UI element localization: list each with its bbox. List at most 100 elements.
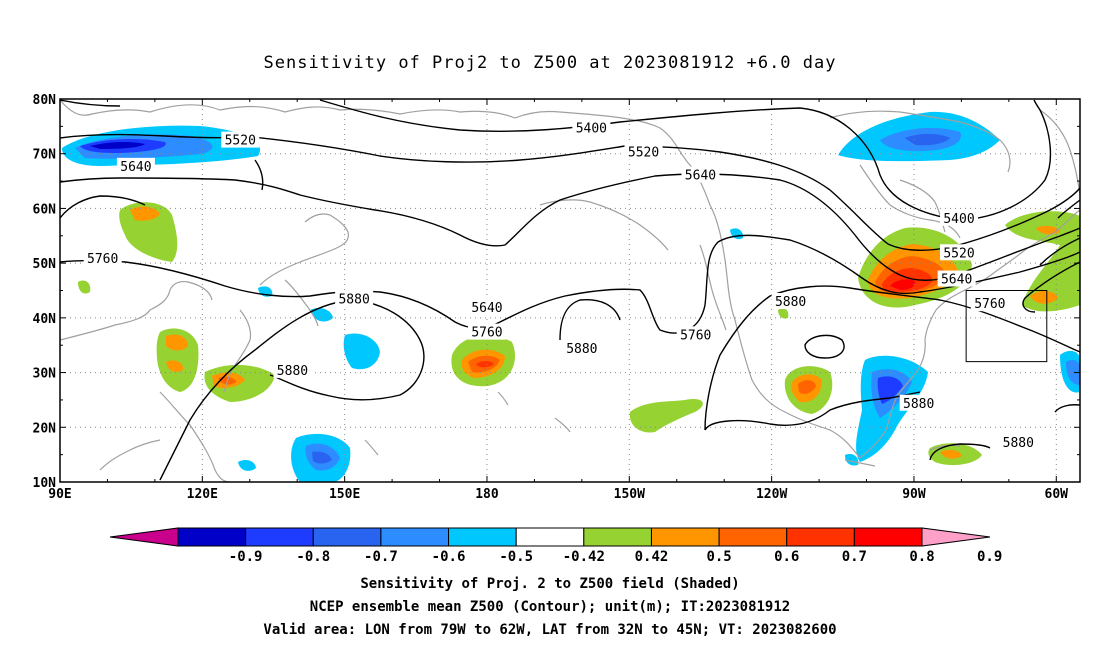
contour-label-bg	[999, 434, 1038, 451]
figure-title: Sensitivity of Proj2 to Z500 at 20230819…	[264, 53, 837, 73]
contour-label-text: 5520	[225, 134, 256, 149]
contour-label: 5880	[335, 290, 374, 307]
contour-5640-b	[1039, 237, 1080, 266]
lat-tick-label: 50N	[33, 257, 57, 272]
shade-positive-east-pacific	[629, 399, 703, 433]
contour-label: 5640	[116, 157, 155, 175]
colorbar-segment	[853, 527, 923, 547]
lon-tick-label: 90E	[48, 487, 71, 502]
lon-tick-label: 90W	[902, 487, 926, 502]
caption-line-1: Sensitivity of Proj. 2 to Z500 field (Sh…	[360, 576, 739, 592]
lon-tick-label: 150W	[614, 487, 645, 502]
lat-tick-label: 80N	[33, 93, 57, 108]
contour-label-text: 5880	[277, 364, 308, 379]
colorbar-label: 0.8	[909, 549, 934, 565]
colorbar-arrow-left	[109, 527, 179, 547]
latitude-labels: 80N 70N 60N 50N 40N 30N 20N 10N	[33, 93, 57, 491]
contour-label-bg	[771, 292, 810, 309]
lat-tick-label: 20N	[33, 421, 57, 436]
contour-label: 5640	[467, 299, 506, 316]
map-panel: 5400540055205520552056405640564056405760…	[33, 93, 1081, 502]
contour-label: 5520	[940, 244, 979, 261]
contour-label-text: 5640	[120, 160, 151, 175]
colorbar-label: 0.7	[842, 549, 867, 565]
contour-label-bg	[221, 131, 260, 148]
contour-5400-a	[319, 99, 1052, 221]
colorbar-segment	[583, 527, 652, 547]
graticule	[60, 99, 1080, 482]
contour-label: 5880	[562, 340, 601, 357]
contour-label-bg	[681, 166, 720, 183]
contour-label: 5520	[624, 143, 663, 161]
colorbar-segment	[177, 527, 247, 547]
shade-positive-caribbean	[778, 308, 982, 466]
caption-line-2: NCEP ensemble mean Z500 (Contour); unit(…	[310, 599, 790, 615]
contour-label-text: 5640	[941, 273, 972, 288]
contour-label-text: 5520	[628, 146, 659, 161]
shade-positive-central-pacific	[451, 335, 515, 387]
colorbar-segment	[312, 527, 382, 547]
colorbar-label: -0.9	[229, 549, 263, 565]
shade-positive-siberia	[78, 202, 178, 294]
contour-label-text: 5880	[1003, 436, 1034, 451]
lon-tick-label: 150E	[329, 487, 360, 502]
shade-negative-small-a	[343, 333, 380, 370]
caption-line-3: Valid area: LON from 79W to 62W, LAT fro…	[263, 622, 836, 638]
contour-label-text: 5880	[903, 397, 934, 412]
contour-label-bg	[937, 270, 976, 287]
colorbar-label: -0.8	[296, 549, 330, 565]
contour-label-text: 5760	[87, 252, 118, 267]
lat-tick-label: 70N	[33, 148, 57, 163]
contour-5640-c	[254, 159, 264, 191]
shade-positive-east-asia	[156, 328, 275, 402]
colorbar-label: -0.6	[432, 549, 466, 565]
colorbar-arrow-right	[921, 527, 991, 547]
contour-label-bg	[335, 290, 374, 307]
contour-5760-b	[1022, 261, 1080, 313]
contour-label-bg	[273, 361, 312, 378]
shade-negative-arctic-canada	[838, 111, 1000, 162]
contour-5880-d	[704, 391, 921, 431]
lon-tick-label: 120W	[756, 487, 787, 502]
contour-label-text: 5640	[685, 169, 716, 184]
lat-tick-label: 30N	[33, 367, 57, 382]
contour-label-bg	[940, 244, 979, 261]
contour-5880-g	[1054, 404, 1080, 413]
contour-label-text: 5760	[680, 328, 711, 343]
contour-label: 5880	[899, 394, 938, 412]
contour-label-text: 5400	[576, 122, 607, 137]
tick-marks	[59, 98, 1080, 483]
contour-label-bg	[940, 209, 979, 226]
contour-label-bg	[467, 323, 506, 340]
contour-5880-c	[704, 285, 1080, 431]
contour-label-bg	[970, 295, 1009, 312]
colorbar: -0.9 -0.8 -0.7 -0.6 -0.5 -0.42 0.42 0.5 0.6 0.7 0.…	[109, 527, 1002, 565]
lon-tick-label: 120E	[187, 487, 218, 502]
shade-positive-atlantic	[1005, 211, 1080, 312]
contour-label-bg	[899, 394, 938, 411]
contour-label-text: 5760	[974, 297, 1005, 312]
lat-tick-label: 60N	[33, 202, 57, 217]
contour-label-text: 5880	[566, 342, 597, 357]
colorbar-label: -0.7	[364, 549, 398, 565]
contour-label: 5880	[273, 361, 312, 379]
contour-label: 5760	[467, 323, 506, 341]
contour-label-text: 5520	[943, 246, 974, 261]
contour-label-text: 5640	[471, 301, 502, 316]
colorbar-label: 0.9	[977, 549, 1002, 565]
contour-label: 5760	[83, 249, 122, 267]
shade-negative-north-asia	[62, 125, 261, 166]
contour-label-bg	[467, 299, 506, 316]
contour-label-bg	[624, 143, 663, 160]
contour-5640-a	[60, 173, 1080, 281]
valid-area-box	[965, 290, 1048, 363]
colorbar-label: -0.5	[499, 549, 533, 565]
contour-label: 5400	[572, 119, 611, 137]
colorbar-label: 0.6	[774, 549, 799, 565]
contour-label: 5520	[221, 131, 260, 149]
contour-label-text: 5760	[471, 326, 502, 341]
contour-5880-e	[804, 334, 845, 359]
shade-negative-small-g	[845, 454, 859, 466]
colorbar-segment	[718, 527, 788, 547]
contour-5760-c	[60, 195, 146, 219]
